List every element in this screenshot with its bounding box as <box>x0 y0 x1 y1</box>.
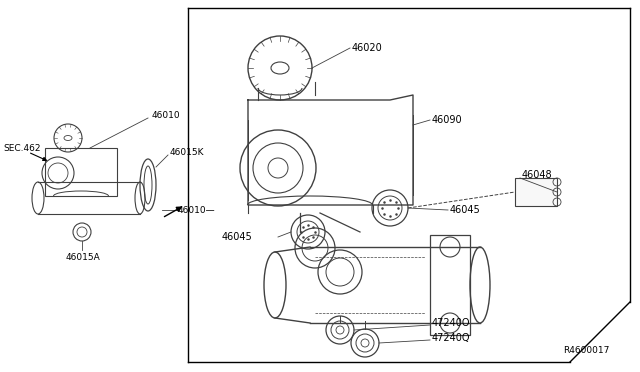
Text: 46010: 46010 <box>152 110 180 119</box>
Text: 46048: 46048 <box>522 170 552 180</box>
Text: SEC.462: SEC.462 <box>3 144 40 153</box>
Text: R4600017: R4600017 <box>564 346 610 355</box>
Text: 46020: 46020 <box>352 43 383 53</box>
Text: 47240O: 47240O <box>432 318 470 328</box>
Text: 46015A: 46015A <box>66 253 100 263</box>
Bar <box>430 235 470 335</box>
Text: 46045: 46045 <box>450 205 481 215</box>
Text: 46010—: 46010— <box>178 205 216 215</box>
Text: 46045: 46045 <box>221 232 252 242</box>
Bar <box>515 178 557 206</box>
Bar <box>45 148 117 196</box>
Text: 47240Q: 47240Q <box>432 333 470 343</box>
Text: 46015K: 46015K <box>170 148 205 157</box>
Text: 46090: 46090 <box>432 115 463 125</box>
